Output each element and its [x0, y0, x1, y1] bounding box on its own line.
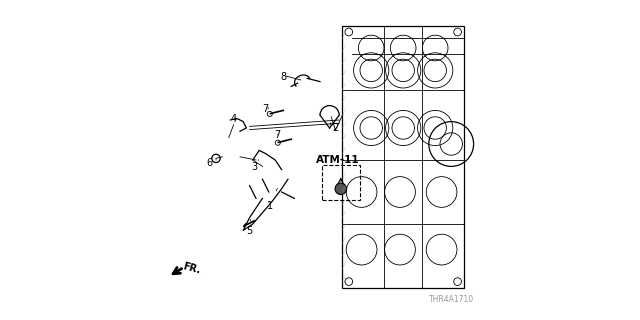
- Text: 5: 5: [246, 226, 252, 236]
- Text: THR4A1710: THR4A1710: [429, 295, 474, 304]
- Circle shape: [275, 140, 280, 145]
- Text: 1: 1: [268, 201, 273, 212]
- Text: 8: 8: [280, 72, 286, 82]
- Text: FR.: FR.: [182, 262, 202, 276]
- Circle shape: [268, 111, 273, 116]
- Text: 7: 7: [262, 104, 269, 114]
- Text: 3: 3: [252, 162, 257, 172]
- Text: 2: 2: [332, 123, 339, 133]
- Text: 7: 7: [275, 130, 281, 140]
- Text: ATM-11: ATM-11: [316, 155, 360, 165]
- Circle shape: [212, 154, 220, 163]
- Text: 4: 4: [230, 114, 237, 124]
- Circle shape: [335, 183, 347, 195]
- Text: 6: 6: [207, 158, 212, 168]
